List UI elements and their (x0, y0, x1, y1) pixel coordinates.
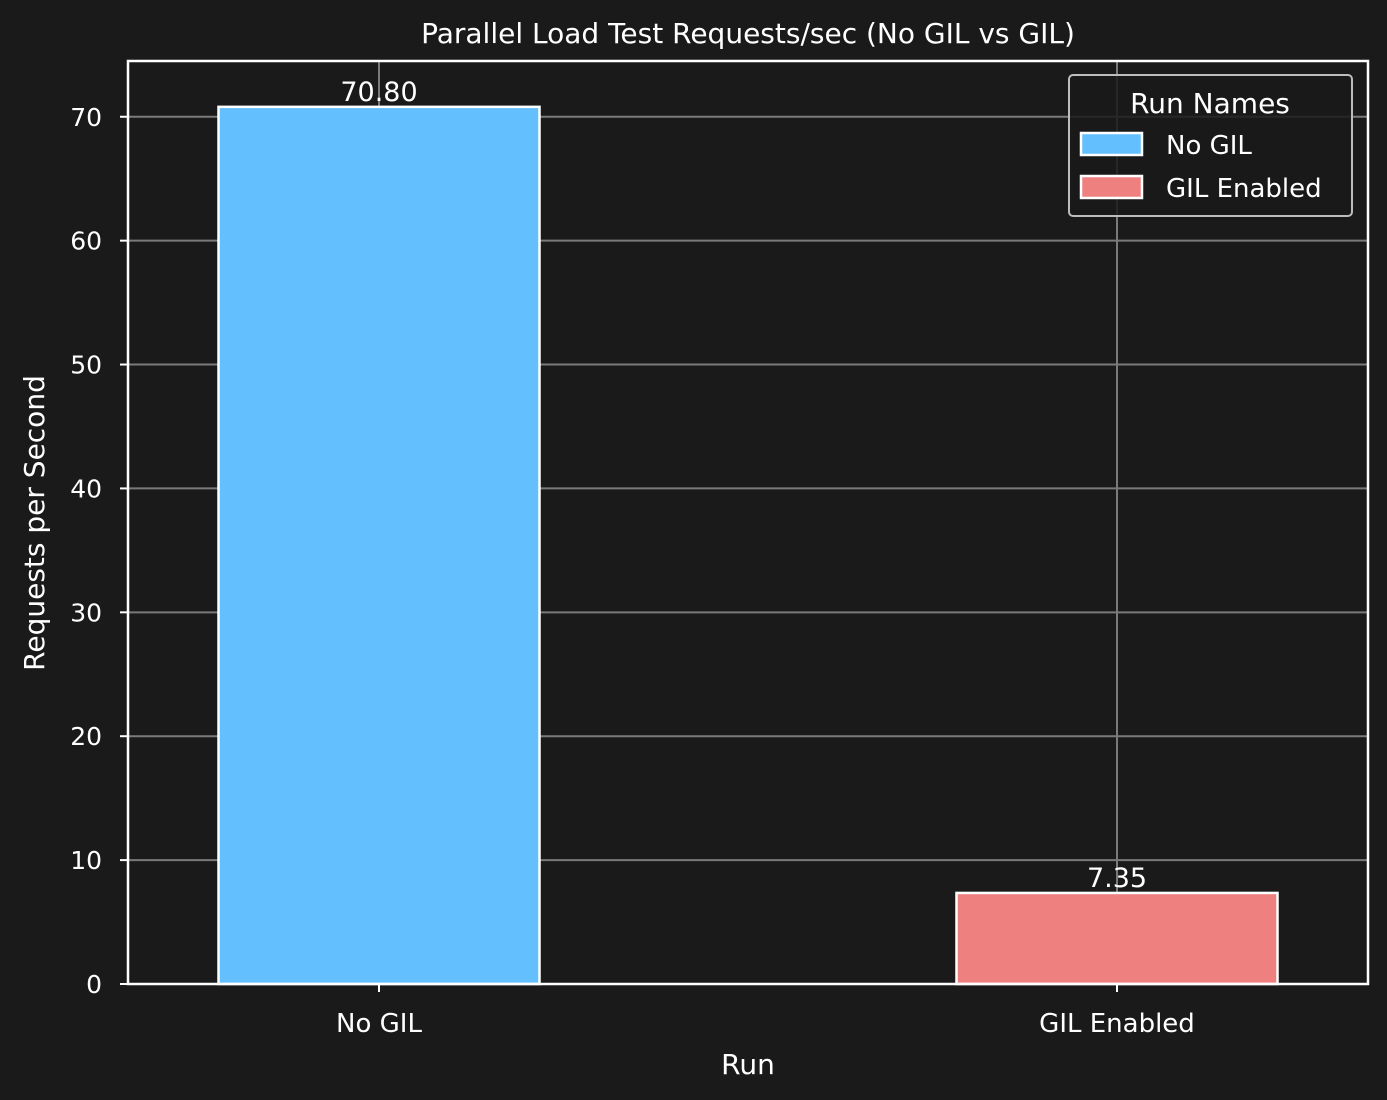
legend-entries: No GIL GIL Enabled (1079, 131, 1322, 204)
data-label: 7.35 (1087, 863, 1147, 894)
y-tick-label: 60 (70, 227, 102, 256)
legend-swatch (1079, 174, 1144, 200)
legend: Run Names No GIL GIL Enabled (1068, 74, 1353, 217)
chart-title: Parallel Load Test Requests/sec (No GIL … (421, 17, 1075, 50)
plot-frame (126, 59, 1370, 986)
legend-label: GIL Enabled (1166, 174, 1322, 204)
x-axis-ticks: No GIL GIL Enabled (336, 984, 1195, 1039)
y-tick-label: 10 (70, 846, 102, 875)
bars (217, 105, 1279, 986)
legend-label: No GIL (1166, 131, 1252, 161)
legend-title: Run Names (1130, 87, 1290, 120)
y-tick-label: 30 (70, 598, 102, 627)
y-axis-label: Requests per Second (18, 375, 51, 671)
bar-no-gil (217, 105, 541, 986)
data-label: 70.80 (340, 77, 417, 108)
x-tick-label: GIL Enabled (1039, 1009, 1195, 1039)
x-axis-label: Run (721, 1048, 775, 1081)
y-tick-label: 70 (70, 103, 102, 132)
y-tick-label: 20 (70, 722, 102, 751)
y-tick-label: 40 (70, 474, 102, 503)
y-axis-ticks: 0 10 20 30 40 50 60 70 (70, 103, 128, 999)
y-tick-label: 50 (70, 351, 102, 380)
x-tick-label: No GIL (336, 1009, 422, 1039)
y-tick-label: 0 (86, 970, 102, 999)
legend-swatch (1079, 131, 1144, 157)
data-labels: 70.80 7.35 (340, 77, 1147, 894)
bar-gil-enabled (955, 891, 1279, 986)
